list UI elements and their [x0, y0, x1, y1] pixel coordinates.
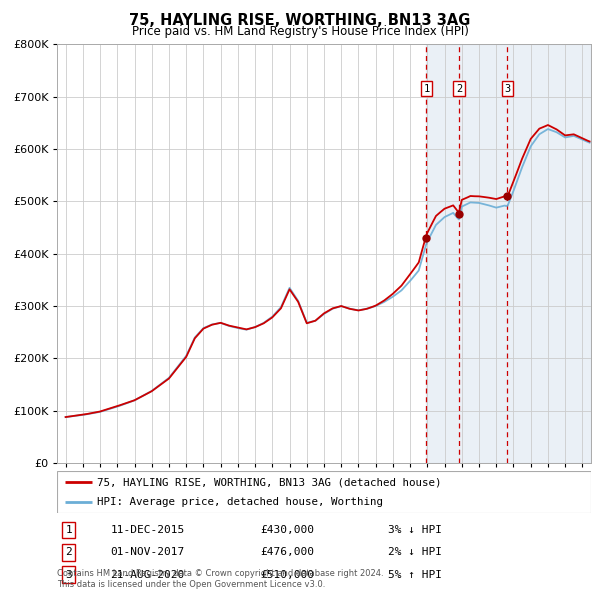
Text: 2: 2 [65, 548, 72, 557]
Text: 75, HAYLING RISE, WORTHING, BN13 3AG (detached house): 75, HAYLING RISE, WORTHING, BN13 3AG (de… [97, 477, 442, 487]
Text: 1: 1 [424, 84, 430, 94]
Text: 3: 3 [504, 84, 511, 94]
Bar [427, 44, 591, 463]
Text: Contains HM Land Registry data © Crown copyright and database right 2024.
This d: Contains HM Land Registry data © Crown c… [57, 569, 383, 589]
Text: 2% ↓ HPI: 2% ↓ HPI [388, 548, 442, 557]
Text: 75, HAYLING RISE, WORTHING, BN13 3AG: 75, HAYLING RISE, WORTHING, BN13 3AG [130, 13, 470, 28]
Text: 5% ↑ HPI: 5% ↑ HPI [388, 569, 442, 579]
Text: Price paid vs. HM Land Registry's House Price Index (HPI): Price paid vs. HM Land Registry's House … [131, 25, 469, 38]
Text: 3% ↓ HPI: 3% ↓ HPI [388, 525, 442, 535]
Text: £430,000: £430,000 [260, 525, 314, 535]
Text: HPI: Average price, detached house, Worthing: HPI: Average price, detached house, Wort… [97, 497, 383, 507]
Text: 11-DEC-2015: 11-DEC-2015 [110, 525, 185, 535]
Text: 1: 1 [65, 525, 72, 535]
Text: 21-AUG-2020: 21-AUG-2020 [110, 569, 185, 579]
Text: 01-NOV-2017: 01-NOV-2017 [110, 548, 185, 557]
Text: £510,000: £510,000 [260, 569, 314, 579]
Text: 2: 2 [456, 84, 462, 94]
Text: 3: 3 [65, 569, 72, 579]
Text: £476,000: £476,000 [260, 548, 314, 557]
